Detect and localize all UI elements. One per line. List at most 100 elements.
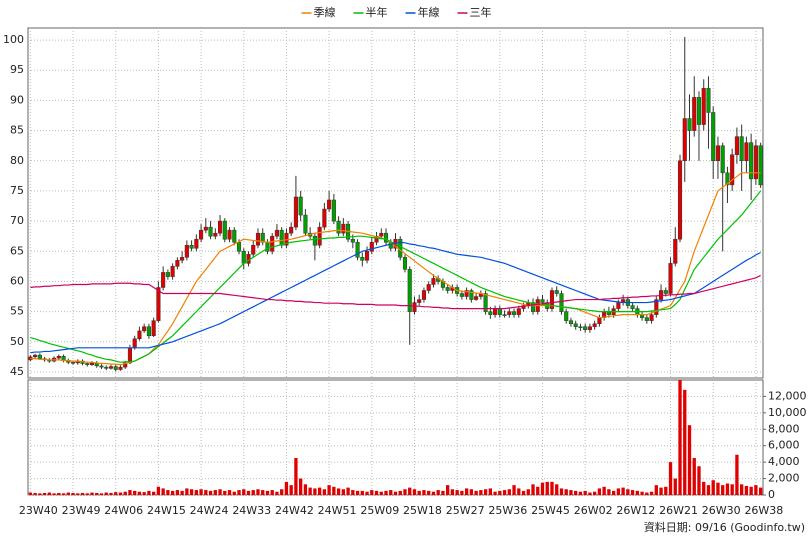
candle-body: [578, 326, 583, 328]
candle-body: [70, 362, 76, 364]
volume-bar: [204, 490, 208, 495]
volume-bar: [170, 490, 175, 495]
volume-bar: [536, 486, 540, 495]
candle-body: [431, 278, 436, 285]
candle-body: [654, 299, 659, 315]
volume-bar: [52, 493, 56, 495]
x-tick-label: 24W51: [318, 504, 357, 517]
volume-bar: [351, 490, 355, 495]
volume-bar: [730, 484, 734, 495]
candle-body: [739, 136, 744, 162]
volume-bar: [569, 490, 573, 495]
candle-body: [108, 366, 114, 369]
volume-bar: [583, 490, 587, 495]
volume-bar: [716, 482, 720, 495]
volume-bar: [422, 490, 426, 495]
y-tick-label: 60: [10, 274, 24, 287]
y2-tick-label: 10,000: [768, 406, 807, 419]
candle-body: [227, 229, 232, 240]
volume-bar: [38, 493, 42, 495]
candle-body: [753, 145, 758, 180]
volume-bar: [408, 487, 412, 495]
volume-bar: [256, 489, 260, 495]
candle-body: [85, 363, 90, 365]
ma-line: [30, 241, 761, 354]
volume-bar: [578, 491, 583, 495]
volume-bar: [455, 490, 459, 495]
x-tick-label: 26W21: [659, 504, 698, 517]
candle-body: [293, 196, 298, 228]
volume-bar: [488, 488, 492, 495]
volume-bar: [104, 492, 108, 495]
volume-bar: [61, 493, 66, 495]
candle-body: [488, 311, 493, 315]
candle-body: [232, 229, 237, 243]
volume-bar: [630, 490, 635, 495]
candle-body: [507, 311, 512, 315]
candle-body: [701, 88, 706, 125]
footnote: 資料日期: 09/16 (Goodinfo.tw): [644, 520, 805, 534]
candle-body: [663, 290, 668, 294]
volume-bar: [526, 489, 530, 495]
candle-body: [104, 366, 109, 369]
y2-tick-label: 0: [768, 488, 775, 501]
volume-bar: [706, 485, 711, 495]
volume-bar: [711, 480, 715, 495]
candle-body: [33, 354, 38, 358]
volume-bar: [512, 485, 516, 495]
candle-body: [497, 308, 502, 315]
candle-body: [341, 223, 346, 234]
candle-body: [549, 290, 555, 309]
volume-bar: [156, 486, 161, 495]
volume-bar: [559, 488, 564, 495]
candle-body: [687, 118, 692, 131]
y2-tick-label: 12,000: [768, 389, 807, 402]
candle-body: [184, 244, 189, 258]
candle-body: [336, 220, 341, 234]
volume-bar: [313, 488, 317, 495]
volume-bar: [545, 481, 549, 495]
volume-bar: [403, 489, 407, 495]
volume-bar: [702, 481, 706, 495]
candle-body: [156, 287, 161, 321]
volume-bar: [246, 490, 251, 495]
candle-body: [208, 226, 213, 237]
candle-body: [758, 145, 763, 186]
x-tick-label: 26W30: [702, 504, 741, 517]
candle-body: [360, 257, 365, 261]
candle-body: [502, 314, 507, 316]
candle-body: [483, 293, 488, 312]
y-tick-label: 90: [10, 93, 24, 106]
candle-body: [587, 326, 592, 330]
volume-bar: [417, 490, 421, 495]
candle-body: [725, 172, 730, 186]
candle-body: [213, 232, 218, 237]
candle-body: [417, 299, 422, 303]
volume-bar: [398, 490, 402, 495]
volume-bar: [564, 489, 568, 495]
candle-body: [322, 208, 327, 228]
y-tick-label: 85: [10, 124, 24, 137]
volume-bar: [360, 490, 364, 495]
y-tick-label: 95: [10, 63, 24, 76]
volume-bar: [118, 492, 123, 495]
volume-bar: [683, 389, 687, 495]
volume-bar: [33, 492, 37, 495]
candle-body: [749, 142, 754, 180]
volume-bar: [213, 490, 217, 495]
candle-body: [251, 244, 256, 255]
volume-bar: [185, 488, 189, 495]
volume-bar: [611, 490, 616, 495]
candle-body: [180, 257, 185, 261]
volume-bar: [678, 380, 682, 495]
candle-body: [516, 308, 521, 315]
volume-bar: [460, 490, 464, 495]
volume-bar: [498, 490, 502, 495]
volume-bar: [327, 485, 331, 495]
volume-bar: [123, 491, 127, 495]
candle-body: [274, 229, 280, 237]
candle-body: [355, 241, 360, 258]
volume-bar: [332, 486, 336, 495]
